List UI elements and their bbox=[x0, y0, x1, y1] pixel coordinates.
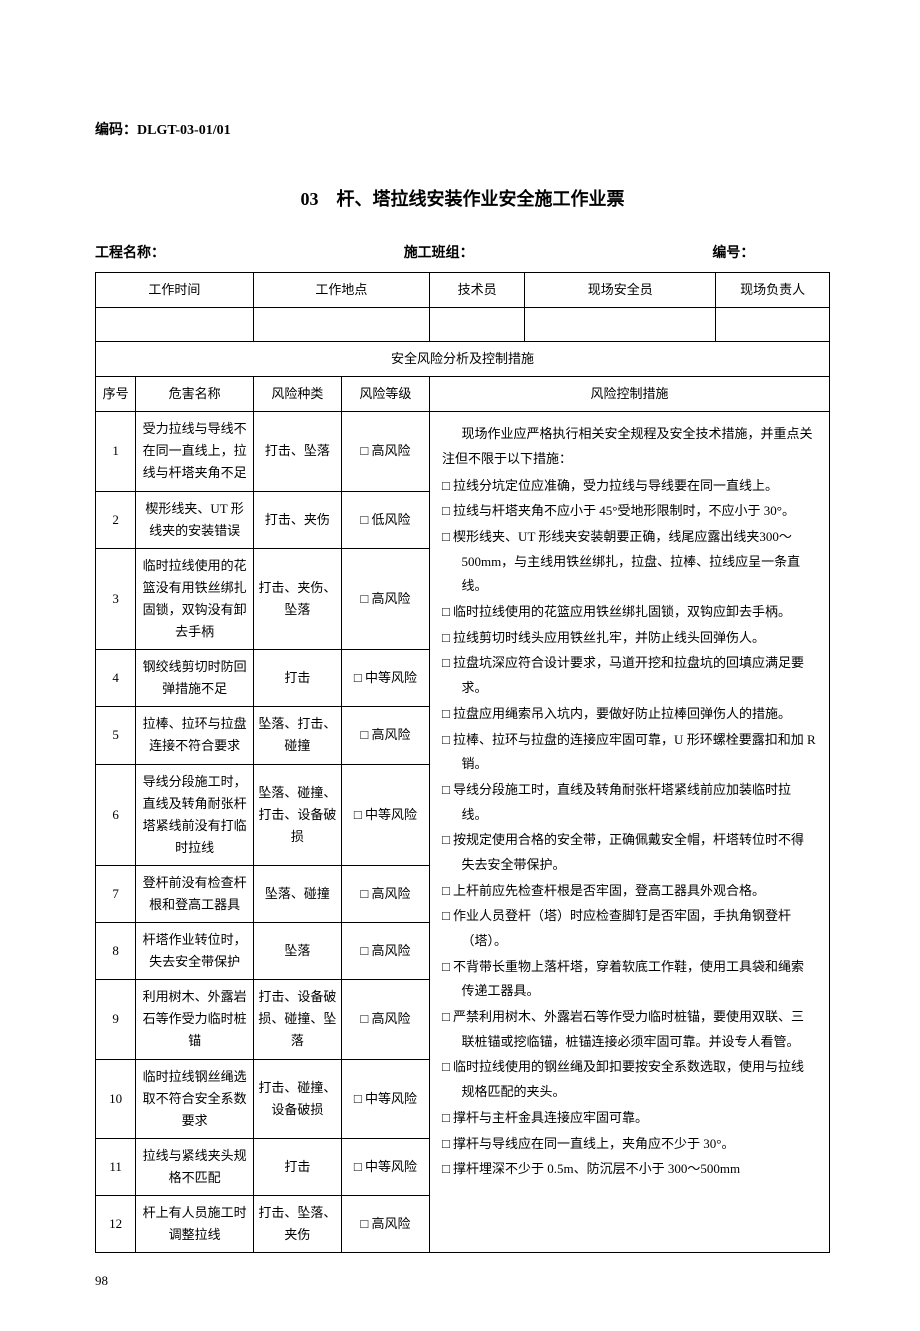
measure-item: □ 导线分段施工时，直线及转角耐张杆塔紧线前应加装临时拉线。 bbox=[442, 778, 817, 827]
seq-cell: 1 bbox=[96, 412, 136, 491]
hazard-cell: 导线分段施工时，直线及转角耐张杆塔紧线前没有打临时拉线 bbox=[136, 764, 253, 865]
measure-item: □ 拉盘坑深应符合设计要求，马道开挖和拉盘坑的回填应满足要求。 bbox=[442, 651, 817, 700]
type-cell: 打击、设备破损、碰撞、坠落 bbox=[253, 980, 341, 1059]
seq-cell: 2 bbox=[96, 491, 136, 548]
code-value: DLGT-03-01/01 bbox=[137, 123, 231, 138]
page-number: 98 bbox=[95, 1271, 830, 1291]
measure-item: □ 撑杆与主杆金具连接应牢固可靠。 bbox=[442, 1106, 817, 1131]
col-hazard: 危害名称 bbox=[136, 377, 253, 412]
level-cell: □ 高风险 bbox=[341, 412, 429, 491]
hazard-cell: 临时拉线钢丝绳选取不符合安全系数要求 bbox=[136, 1059, 253, 1138]
type-cell: 坠落、碰撞、打击、设备破损 bbox=[253, 764, 341, 865]
hazard-cell: 杆上有人员施工时调整拉线 bbox=[136, 1196, 253, 1253]
measure-item: □ 楔形线夹、UT 形线夹安装朝要正确，线尾应露出线夹300～500mm，与主线… bbox=[442, 525, 817, 599]
hazard-cell: 钢绞线剪切时防回弹措施不足 bbox=[136, 650, 253, 707]
column-header-row: 序号 危害名称 风险种类 风险等级 风险控制措施 bbox=[96, 377, 830, 412]
work-time-cell[interactable] bbox=[96, 308, 254, 342]
type-cell: 坠落 bbox=[253, 923, 341, 980]
team-label: 施工班组： bbox=[404, 243, 713, 264]
col-measures: 风险控制措施 bbox=[429, 377, 829, 412]
type-cell: 打击 bbox=[253, 650, 341, 707]
type-cell: 打击、坠落、夹伤 bbox=[253, 1196, 341, 1253]
seq-cell: 10 bbox=[96, 1059, 136, 1138]
type-cell: 打击、坠落 bbox=[253, 412, 341, 491]
measure-item: □ 拉线分坑定位应准确，受力拉线与导线要在同一直线上。 bbox=[442, 474, 817, 499]
table-row: 1 受力拉线与导线不在同一直线上，拉线与杆塔夹角不足 打击、坠落 □ 高风险 现… bbox=[96, 412, 830, 491]
type-cell: 打击、夹伤 bbox=[253, 491, 341, 548]
measure-item: □ 按规定使用合格的安全带，正确佩戴安全帽，杆塔转位时不得失去安全带保护。 bbox=[442, 828, 817, 877]
technician-cell[interactable] bbox=[429, 308, 524, 342]
level-cell: □ 中等风险 bbox=[341, 650, 429, 707]
level-cell: □ 高风险 bbox=[341, 548, 429, 649]
section-title: 安全风险分析及控制措施 bbox=[96, 342, 830, 377]
hazard-cell: 临时拉线使用的花篮没有用铁丝绑扎固锁，双钩没有卸去手柄 bbox=[136, 548, 253, 649]
type-cell: 打击、碰撞、设备破损 bbox=[253, 1059, 341, 1138]
document-code: 编码：DLGT-03-01/01 bbox=[95, 120, 830, 141]
hazard-cell: 受力拉线与导线不在同一直线上，拉线与杆塔夹角不足 bbox=[136, 412, 253, 491]
project-name-label: 工程名称： bbox=[95, 243, 404, 264]
seq-cell: 11 bbox=[96, 1138, 136, 1195]
hazard-cell: 登杆前没有检查杆根和登高工器具 bbox=[136, 865, 253, 922]
site-leader-header: 现场负责人 bbox=[716, 273, 830, 308]
document-title: 03 杆、塔拉线安装作业安全施工作业票 bbox=[95, 186, 830, 213]
measure-item: □ 拉棒、拉环与拉盘的连接应牢固可靠，U 形环螺栓要露扣和加 R 销。 bbox=[442, 728, 817, 777]
header-row: 工程名称： 施工班组： 编号： bbox=[95, 243, 830, 264]
measure-item: □ 撑杆埋深不少于 0.5m、防沉层不小于 300～500mm bbox=[442, 1157, 817, 1182]
measure-item: □ 作业人员登杆（塔）时应检查脚钉是否牢固，手执角钢登杆（塔）。 bbox=[442, 904, 817, 953]
hazard-cell: 拉线与紧线夹头规格不匹配 bbox=[136, 1138, 253, 1195]
measure-item: □ 不背带长重物上落杆塔，穿着软底工作鞋，使用工具袋和绳索传递工器具。 bbox=[442, 955, 817, 1004]
measure-item: □ 严禁利用树木、外露岩石等作受力临时桩锚，要使用双联、三联桩锚或挖临锚，桩锚连… bbox=[442, 1005, 817, 1054]
level-cell: □ 高风险 bbox=[341, 865, 429, 922]
seq-cell: 12 bbox=[96, 1196, 136, 1253]
site-leader-cell[interactable] bbox=[716, 308, 830, 342]
col-type: 风险种类 bbox=[253, 377, 341, 412]
work-time-header: 工作时间 bbox=[96, 273, 254, 308]
seq-cell: 8 bbox=[96, 923, 136, 980]
section-title-row: 安全风险分析及控制措施 bbox=[96, 342, 830, 377]
measures-cell: 现场作业应严格执行相关安全规程及安全技术措施，并重点关注但不限于以下措施： □ 拉… bbox=[429, 412, 829, 1253]
safety-officer-cell[interactable] bbox=[525, 308, 716, 342]
level-cell: □ 高风险 bbox=[341, 923, 429, 980]
hazard-cell: 拉棒、拉环与拉盘连接不符合要求 bbox=[136, 707, 253, 764]
work-place-cell[interactable] bbox=[253, 308, 429, 342]
seq-cell: 4 bbox=[96, 650, 136, 707]
seq-cell: 5 bbox=[96, 707, 136, 764]
hazard-cell: 杆塔作业转位时，失去安全带保护 bbox=[136, 923, 253, 980]
measure-item: □ 拉线剪切时线头应用铁丝扎牢，并防止线头回弹伤人。 bbox=[442, 626, 817, 651]
type-cell: 坠落、打击、碰撞 bbox=[253, 707, 341, 764]
measures-intro: 现场作业应严格执行相关安全规程及安全技术措施，并重点关注但不限于以下措施： bbox=[442, 422, 817, 471]
work-place-header: 工作地点 bbox=[253, 273, 429, 308]
technician-header: 技术员 bbox=[429, 273, 524, 308]
seq-cell: 7 bbox=[96, 865, 136, 922]
level-cell: □ 中等风险 bbox=[341, 764, 429, 865]
safety-officer-header: 现场安全员 bbox=[525, 273, 716, 308]
seq-cell: 6 bbox=[96, 764, 136, 865]
measure-item: □ 临时拉线使用的花篮应用铁丝绑扎固锁，双钩应卸去手柄。 bbox=[442, 600, 817, 625]
type-cell: 坠落、碰撞 bbox=[253, 865, 341, 922]
number-label: 编号： bbox=[712, 243, 830, 264]
measure-item: □ 撑杆与导线应在同一直线上，夹角应不少于 30°。 bbox=[442, 1132, 817, 1157]
level-cell: □ 高风险 bbox=[341, 980, 429, 1059]
type-cell: 打击 bbox=[253, 1138, 341, 1195]
level-cell: □ 中等风险 bbox=[341, 1138, 429, 1195]
measure-item: □ 临时拉线使用的钢丝绳及卸扣要按安全系数选取，使用与拉线规格匹配的夹头。 bbox=[442, 1055, 817, 1104]
top-header-row: 工作时间 工作地点 技术员 现场安全员 现场负责人 bbox=[96, 273, 830, 308]
hazard-cell: 利用树木、外露岩石等作受力临时桩锚 bbox=[136, 980, 253, 1059]
col-level: 风险等级 bbox=[341, 377, 429, 412]
measure-item: □ 拉盘应用绳索吊入坑内，要做好防止拉棒回弹伤人的措施。 bbox=[442, 702, 817, 727]
blank-input-row bbox=[96, 308, 830, 342]
seq-cell: 9 bbox=[96, 980, 136, 1059]
measure-item: □ 上杆前应先检查杆根是否牢固，登高工器具外观合格。 bbox=[442, 879, 817, 904]
code-label: 编码： bbox=[95, 123, 137, 138]
seq-cell: 3 bbox=[96, 548, 136, 649]
type-cell: 打击、夹伤、坠落 bbox=[253, 548, 341, 649]
level-cell: □ 中等风险 bbox=[341, 1059, 429, 1138]
col-seq: 序号 bbox=[96, 377, 136, 412]
level-cell: □ 低风险 bbox=[341, 491, 429, 548]
level-cell: □ 高风险 bbox=[341, 1196, 429, 1253]
hazard-cell: 楔形线夹、UT 形线夹的安装错误 bbox=[136, 491, 253, 548]
level-cell: □ 高风险 bbox=[341, 707, 429, 764]
measure-item: □ 拉线与杆塔夹角不应小于 45°受地形限制时，不应小于 30°。 bbox=[442, 499, 817, 524]
main-table: 工作时间 工作地点 技术员 现场安全员 现场负责人 安全风险分析及控制措施 序号… bbox=[95, 272, 830, 1253]
